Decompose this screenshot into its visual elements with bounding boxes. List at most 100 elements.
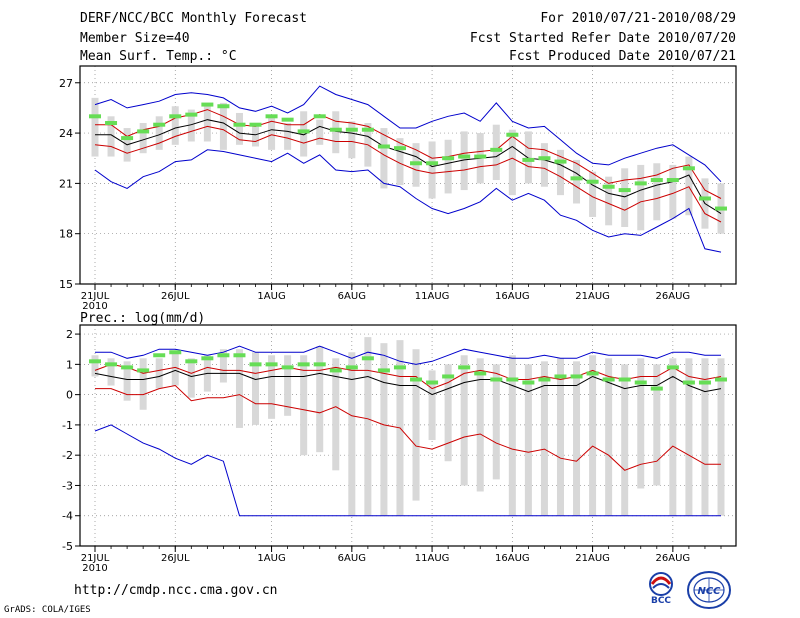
- median-marker: [361, 356, 374, 361]
- ensemble-box: [653, 364, 661, 486]
- median-marker: [410, 377, 423, 382]
- median-marker: [634, 181, 647, 186]
- median-marker: [249, 122, 262, 127]
- y-tick-label: 24: [59, 127, 73, 140]
- median-marker: [538, 156, 551, 161]
- footer-url[interactable]: http://cmdp.ncc.cma.gov.cn: [74, 583, 278, 598]
- median-marker: [377, 144, 390, 149]
- x-year-label: 2010: [82, 563, 107, 574]
- ensemble-box: [460, 131, 468, 191]
- x-tick-label: 26JUL: [161, 553, 190, 564]
- median-marker: [169, 350, 182, 355]
- panel-title: Prec.: log(mm/d): [80, 311, 205, 326]
- median-marker: [265, 362, 278, 367]
- median-marker: [682, 166, 695, 171]
- median-marker: [650, 386, 663, 391]
- median-marker: [618, 377, 631, 382]
- median-marker: [570, 374, 583, 379]
- ensemble-box: [685, 156, 693, 216]
- ensemble-box: [139, 358, 147, 410]
- ensemble-box: [91, 355, 99, 377]
- median-marker: [377, 368, 390, 373]
- ensemble-box: [605, 358, 613, 516]
- median-marker: [185, 359, 198, 364]
- forecast-period: For 2010/07/21-2010/08/29: [540, 11, 736, 26]
- median-marker: [458, 154, 471, 159]
- ensemble-box: [107, 358, 115, 386]
- median-marker: [345, 127, 358, 132]
- ensemble-box: [556, 149, 564, 196]
- ensemble-box: [589, 171, 597, 217]
- median-marker: [89, 359, 101, 364]
- median-marker: [490, 147, 503, 152]
- median-marker: [698, 196, 711, 201]
- median-marker: [522, 157, 535, 162]
- ensemble-box: [332, 111, 340, 154]
- median-marker: [602, 377, 615, 382]
- ensemble-box: [364, 337, 372, 516]
- x-tick-label: 21AUG: [575, 291, 610, 302]
- plot-frame: [79, 324, 737, 547]
- ensemble-box: [268, 355, 276, 419]
- ensemble-box: [332, 358, 340, 471]
- ensemble-box: [396, 138, 404, 186]
- grads-credit: GrADS: COLA/IGES: [4, 605, 91, 615]
- ensemble-box: [91, 97, 99, 157]
- ensemble-box: [268, 117, 276, 150]
- median-marker: [297, 362, 310, 367]
- median-marker: [121, 365, 134, 370]
- median-marker: [169, 114, 182, 119]
- ensemble-box: [605, 176, 613, 226]
- median-marker: [666, 365, 679, 370]
- panel-1: -5 -4 -3 -2 -1 0 1 2 21JUL 26JUL 1AUG 6AUG 11AUG 16AU…: [62, 311, 737, 574]
- median-marker: [474, 154, 487, 159]
- x-tick-label: 1AUG: [257, 291, 285, 302]
- median-marker: [666, 178, 679, 183]
- ensemble-box: [284, 355, 292, 416]
- ensemble-box: [380, 343, 388, 516]
- ensemble-box: [284, 123, 292, 150]
- ensemble-box: [252, 352, 260, 425]
- member-size-label: Member Size=40: [80, 31, 190, 46]
- median-marker: [393, 365, 406, 370]
- median-marker: [105, 121, 118, 126]
- ensemble-box: [573, 361, 581, 516]
- median-marker: [506, 132, 519, 137]
- mean-line: [94, 369, 722, 396]
- ensemble-box: [637, 164, 645, 231]
- ncc-logo: NCC: [687, 571, 731, 609]
- ensemble-box: [460, 355, 468, 486]
- ensemble-box: [300, 111, 308, 157]
- fcst-produced-date: Fcst Produced Date 2010/07/21: [509, 49, 736, 64]
- ensemble-box: [235, 349, 243, 428]
- ensemble-box: [203, 104, 211, 142]
- median-marker: [442, 156, 455, 161]
- median-marker: [313, 114, 326, 119]
- median-marker: [137, 368, 150, 373]
- ensemble-box: [444, 139, 452, 194]
- y-tick-label: 27: [59, 77, 73, 90]
- ensemble-box: [573, 159, 581, 204]
- x-tick-label: 16AUG: [495, 291, 530, 302]
- max-line: [94, 85, 722, 183]
- median-marker: [297, 129, 310, 134]
- ensemble-box: [524, 131, 532, 184]
- median-marker: [217, 104, 230, 109]
- ensemble-box: [621, 168, 629, 227]
- ensemble-box: [653, 163, 661, 221]
- ensemble-box: [669, 164, 677, 219]
- y-tick-label: 1: [66, 358, 73, 371]
- median-marker: [153, 122, 166, 127]
- chart-title: DERF/NCC/BCC Monthly Forecast: [80, 11, 307, 26]
- median-marker: [602, 184, 615, 189]
- plot-frame: [79, 65, 737, 285]
- min-line: [94, 424, 721, 517]
- median-marker: [361, 127, 374, 132]
- ensemble-box: [621, 364, 629, 516]
- median-marker: [249, 362, 262, 367]
- ensemble-box: [589, 355, 597, 516]
- median-marker: [538, 377, 551, 382]
- ensemble-box: [155, 116, 163, 150]
- y-tick-label: 0: [66, 389, 73, 402]
- median-marker: [201, 102, 214, 107]
